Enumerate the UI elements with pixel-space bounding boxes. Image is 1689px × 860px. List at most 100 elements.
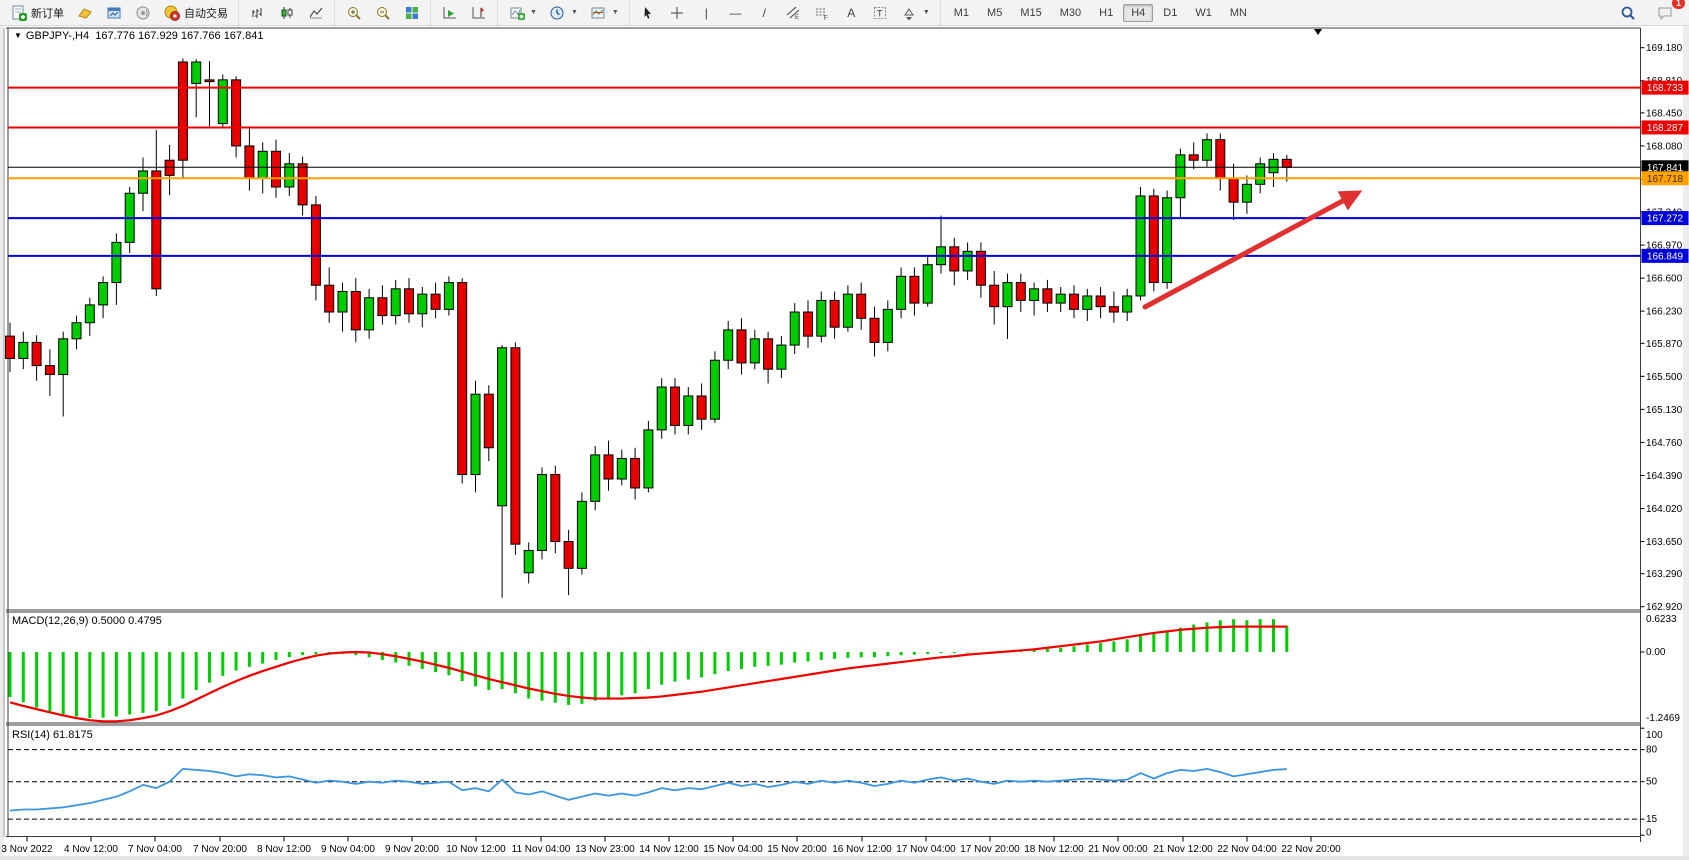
svg-text:165.130: 165.130 — [1646, 405, 1683, 416]
periods-button[interactable]: ▼ — [543, 1, 584, 25]
indicators-icon — [508, 5, 525, 21]
vertical-line-tool-button[interactable]: | — [692, 1, 721, 25]
svg-text:162.920: 162.920 — [1646, 602, 1683, 613]
equidistant-channel-icon: E — [785, 5, 802, 21]
svg-text:167.272: 167.272 — [1647, 214, 1684, 225]
svg-text:167.718: 167.718 — [1647, 174, 1684, 185]
sound-icon — [134, 5, 151, 21]
svg-text:166.970: 166.970 — [1646, 241, 1683, 252]
market-watch-button[interactable] — [99, 1, 128, 25]
trendline-tool-button[interactable]: / — [750, 1, 779, 25]
timeframe-m1-button[interactable]: M1 — [953, 6, 970, 19]
svg-text:164.390: 164.390 — [1646, 471, 1683, 482]
profiles-icon — [76, 5, 93, 21]
svg-text:21 Nov 00:00: 21 Nov 00:00 — [1088, 844, 1148, 855]
arrows-tool-button[interactable]: ▼ — [895, 1, 936, 25]
chart-collapse-icon[interactable]: ▼ — [14, 31, 22, 40]
chart-shift-button[interactable] — [464, 1, 493, 25]
trendline-icon: / — [762, 5, 766, 20]
svg-text:15: 15 — [1646, 814, 1658, 825]
chart-shift-icon — [470, 5, 487, 21]
chat-bubble-icon — [1656, 5, 1673, 21]
auto-scroll-button[interactable] — [435, 1, 464, 25]
tile-windows-button[interactable] — [397, 1, 426, 25]
svg-text:3 Nov 2022: 3 Nov 2022 — [1, 844, 53, 855]
svg-text:0.6233: 0.6233 — [1646, 614, 1677, 625]
svg-text:22 Nov 20:00: 22 Nov 20:00 — [1281, 844, 1341, 855]
svg-text:163.290: 163.290 — [1646, 569, 1683, 580]
crosshair-tool-button[interactable] — [663, 1, 692, 25]
indicators-caret-icon: ▼ — [530, 9, 537, 16]
auto-scroll-icon — [441, 5, 458, 21]
cursor-tool-button[interactable] — [634, 1, 663, 25]
notifications-button[interactable]: 1 — [1650, 0, 1685, 25]
search-button[interactable] — [1613, 1, 1642, 25]
crosshair-icon — [669, 5, 686, 21]
timeframe-d1-button[interactable]: D1 — [1163, 6, 1178, 19]
horizontal-line-tool-button[interactable]: — — [721, 1, 750, 25]
line-chart-mode-button[interactable] — [301, 1, 330, 25]
main-toolbar: 新订单 自动交易 — [0, 0, 1689, 26]
timeframe-mn-button[interactable]: MN — [1229, 6, 1247, 19]
svg-text:21 Nov 12:00: 21 Nov 12:00 — [1153, 844, 1213, 855]
cursor-icon — [640, 5, 657, 21]
svg-text:168.450: 168.450 — [1646, 108, 1683, 119]
arrows-icon — [901, 5, 918, 21]
timeframe-m5-button[interactable]: M5 — [987, 6, 1003, 19]
zoom-in-button[interactable] — [339, 1, 368, 25]
svg-text:168.287: 168.287 — [1647, 123, 1684, 134]
zoom-out-button[interactable] — [368, 1, 397, 25]
svg-text:166.230: 166.230 — [1646, 307, 1683, 318]
new-order-label: 新订单 — [31, 7, 64, 20]
svg-text:7 Nov 20:00: 7 Nov 20:00 — [193, 844, 247, 855]
svg-text:11 Nov 04:00: 11 Nov 04:00 — [512, 844, 571, 855]
templates-button[interactable]: ▼ — [584, 1, 625, 25]
svg-text:10 Nov 12:00: 10 Nov 12:00 — [446, 844, 506, 855]
svg-text:4 Nov 12:00: 4 Nov 12:00 — [64, 844, 118, 855]
svg-text:15 Nov 04:00: 15 Nov 04:00 — [703, 844, 763, 855]
text-label-icon: T — [872, 5, 889, 21]
notification-badge: 1 — [1671, 0, 1685, 9]
tile-windows-icon — [403, 5, 420, 21]
zoom-in-icon — [345, 5, 362, 21]
timeframe-h4-button[interactable]: H4 — [1123, 3, 1154, 22]
svg-text:163.650: 163.650 — [1646, 537, 1683, 548]
svg-text:0: 0 — [1646, 828, 1652, 839]
svg-text:50: 50 — [1646, 777, 1658, 788]
channel-tool-button[interactable]: E — [779, 1, 808, 25]
periods-clock-icon — [549, 5, 566, 21]
svg-text:164.760: 164.760 — [1646, 438, 1683, 449]
svg-text:100: 100 — [1646, 730, 1663, 741]
templates-icon — [590, 5, 607, 21]
macd-name: MACD(12,26,9) — [12, 615, 89, 627]
timeframe-m30-button[interactable]: M30 — [1059, 6, 1082, 19]
market-watch-icon — [105, 5, 122, 21]
new-order-button[interactable]: 新订单 — [4, 1, 70, 25]
svg-text:T: T — [877, 8, 883, 18]
svg-text:168.733: 168.733 — [1647, 83, 1684, 94]
svg-text:18 Nov 12:00: 18 Nov 12:00 — [1024, 844, 1084, 855]
indicators-button[interactable]: ▼ — [502, 1, 543, 25]
text-label-tool-button[interactable]: T — [866, 1, 895, 25]
svg-text:7 Nov 04:00: 7 Nov 04:00 — [128, 844, 182, 855]
rsi-indicator-label: RSI(14) 61.8175 — [12, 729, 93, 741]
sound-button[interactable] — [128, 1, 157, 25]
timeframe-h1-button[interactable]: H1 — [1099, 6, 1114, 19]
bar-chart-mode-button[interactable] — [243, 1, 272, 25]
horizontal-line-icon: — — [729, 5, 742, 20]
timeframe-w1-button[interactable]: W1 — [1195, 6, 1212, 19]
svg-text:164.020: 164.020 — [1646, 504, 1683, 515]
text-icon: A — [847, 5, 856, 20]
profiles-button[interactable] — [70, 1, 99, 25]
timeframe-m15-button[interactable]: M15 — [1020, 6, 1042, 19]
rsi-value: 61.8175 — [52, 729, 93, 741]
candlestick-mode-button[interactable] — [272, 1, 301, 25]
svg-text:E: E — [795, 15, 799, 21]
auto-trading-button[interactable]: 自动交易 — [157, 1, 234, 25]
fibonacci-tool-button[interactable]: F — [808, 1, 837, 25]
macd-values: 0.5000 0.4795 — [91, 615, 162, 627]
svg-text:22 Nov 04:00: 22 Nov 04:00 — [1217, 844, 1277, 855]
svg-text:9 Nov 04:00: 9 Nov 04:00 — [321, 844, 375, 855]
text-tool-button[interactable]: A — [837, 1, 866, 25]
